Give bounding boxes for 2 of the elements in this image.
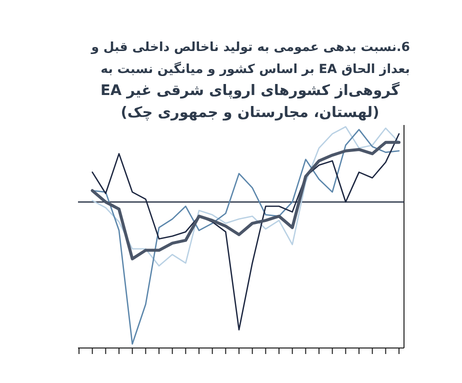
title: 6.نسبت بدهی عمومی به تولید ناخالص داخلی قبل و بعداز الحاق EA بر اساس کشور و میانگین نسبت به (90, 38, 410, 78)
subtitle: گروهی‌از کشورهای اروپای شرقی غیر EA (لهستان، مجارستان و جمهوری چک) (99, 81, 401, 123)
